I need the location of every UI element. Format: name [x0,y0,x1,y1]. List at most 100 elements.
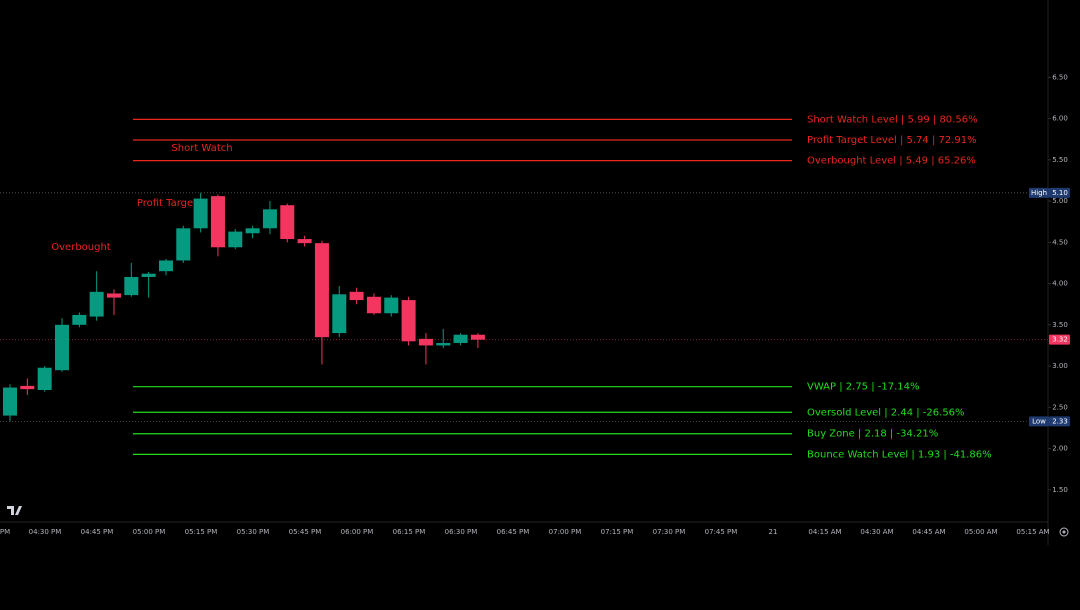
settings-icon[interactable] [1059,527,1069,537]
candle-body [106,293,121,298]
y-tick-label: 5.00 [1052,197,1068,205]
y-tick-label: 1.50 [1052,486,1068,494]
price-marker-badge [1049,187,1070,198]
candle [193,192,208,233]
candle [106,289,121,315]
candle-body [384,297,399,314]
candle [401,296,416,346]
price-marker-label: 3.32 [1052,336,1068,344]
x-tick-label: 05:30 PM [237,528,270,536]
y-tick-label: 3.00 [1052,362,1068,370]
x-tick-label: 06:30 PM [445,528,478,536]
level-label: Short Watch Level | 5.99 | 80.56% [807,114,978,125]
candle-body [210,196,225,248]
y-tick-label: 6.50 [1052,73,1068,81]
candle [245,225,260,239]
candle-body [470,334,485,340]
y-tick-label: 3.50 [1052,321,1068,329]
price-marker-name: High [1031,189,1047,197]
x-tick-label: 07:15 PM [601,528,634,536]
price-marker-name: Low [1032,417,1046,425]
candle [297,235,312,247]
candle-body [280,205,295,240]
candle [89,271,104,321]
annotation: Profit Target [137,198,197,209]
candle [72,312,87,328]
y-tick-label: 5.50 [1052,156,1068,164]
candle [37,366,52,392]
price-marker-label: 5.10 [1052,189,1068,197]
x-tick-label: 05:00 PM [133,528,166,536]
candle-body [297,239,312,244]
candle-body [37,367,52,390]
candle-body [349,291,364,301]
candle-body [141,273,156,277]
level-label: Overbought Level | 5.49 | 65.26% [807,156,976,167]
level-label: Oversold Level | 2.44 | -26.56% [807,407,965,418]
candle-body [366,296,381,314]
x-tick-label: 04:30 PM [29,528,62,536]
y-tick-label: 2.50 [1052,403,1068,411]
price-marker-name-badge [1029,187,1049,198]
level-label: Buy Zone | 2.18 | -34.21% [807,429,938,440]
candle [210,194,225,257]
candle [124,262,139,297]
x-tick-label: 07:00 PM [549,528,582,536]
candle [228,229,243,249]
candle-body [314,243,329,338]
candle [54,318,69,372]
logo [7,506,22,515]
candle-body [124,276,139,296]
level-label: VWAP | 2.75 | -17.14% [807,382,920,393]
candle-body [418,338,433,346]
annotation: Overbought [51,242,111,253]
y-tick-label: 4.00 [1052,280,1068,288]
candle-body [453,334,468,343]
candle [158,258,173,276]
candle [280,203,295,243]
candle-body [193,198,208,229]
candle [349,287,364,305]
candle [20,378,35,395]
candle-body [401,300,416,342]
candle-body [228,231,243,248]
candle-body [436,342,451,346]
y-tick-label: 4.50 [1052,238,1068,246]
candle [453,333,468,346]
level-label: Profit Target Level | 5.74 | 72.91% [807,135,977,146]
x-tick-label: 07:30 PM [653,528,686,536]
x-tick-label: PM [0,528,10,536]
annotation: Short Watch [171,143,232,154]
candle [314,240,329,365]
price-marker-name-badge [1029,416,1049,427]
y-tick-label: 6.00 [1052,115,1068,123]
candle-body [54,324,69,371]
candle-body [20,385,35,390]
x-tick-label: 05:45 PM [289,528,322,536]
candle [366,293,381,315]
candle [3,384,17,422]
candle-body [332,294,347,334]
level-label: Bounce Watch Level | 1.93 | -41.86% [807,449,992,460]
x-tick-label: 05:00 AM [964,528,997,536]
price-marker-badge [1049,416,1070,427]
x-tick-label: 06:15 PM [393,528,426,536]
candle-body [158,260,173,272]
candle [332,286,347,338]
candle [418,333,433,365]
x-tick-label: 05:15 AM [1016,528,1049,536]
candle [470,333,485,348]
candle [141,272,156,298]
x-tick-label: 06:45 PM [497,528,530,536]
x-tick-label: 04:15 AM [808,528,841,536]
candle-body [176,228,191,261]
candle [384,295,399,317]
x-tick-label: 04:30 AM [860,528,893,536]
x-tick-label: 06:00 PM [341,528,374,536]
candle-body [3,387,17,416]
candle [176,225,191,263]
price-marker-label: 2.33 [1052,417,1068,425]
candle [262,201,277,235]
